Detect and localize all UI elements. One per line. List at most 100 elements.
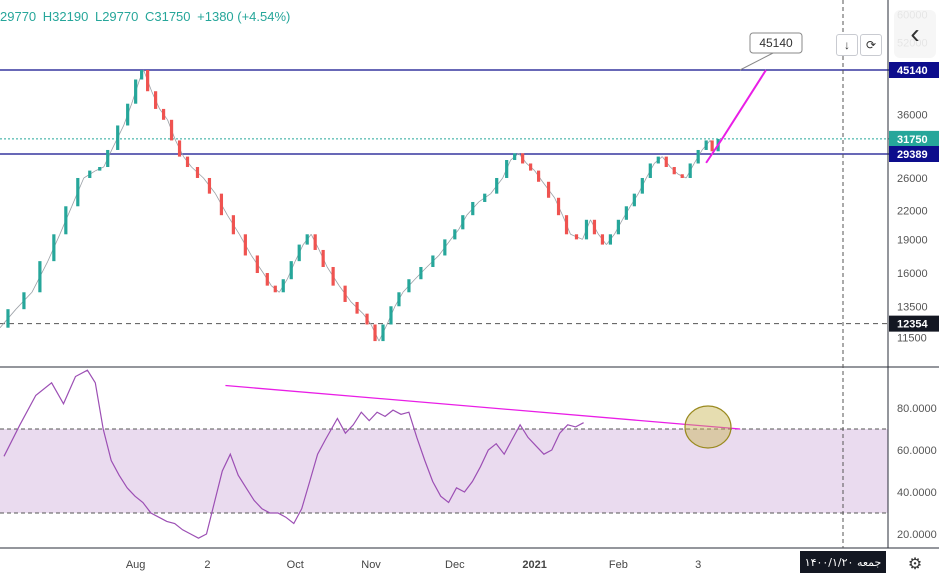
gear-icon: ⚙ bbox=[907, 556, 923, 573]
price-candle bbox=[98, 167, 102, 171]
callout-box[interactable] bbox=[749, 32, 803, 54]
price-candle bbox=[313, 234, 317, 250]
price-candle bbox=[505, 160, 509, 178]
price-candle bbox=[76, 177, 80, 207]
ohlc-change: +1380 (+4.54%) bbox=[197, 9, 291, 24]
price-candle bbox=[471, 201, 475, 216]
price-candle bbox=[495, 177, 499, 194]
price-tick-label: 29389 bbox=[897, 149, 928, 161]
autoscale-button[interactable]: ⟳ bbox=[860, 34, 882, 56]
price-candle bbox=[704, 140, 708, 150]
settings-button[interactable]: ⚙ bbox=[904, 553, 926, 575]
price-tick-label: 16000 bbox=[897, 268, 928, 280]
price-candle bbox=[6, 309, 10, 328]
date-badge: جمعه ۱۴۰۰/۱/۲۰ bbox=[800, 551, 886, 573]
price-candle bbox=[664, 156, 668, 168]
price-candle bbox=[536, 170, 541, 182]
price-candle bbox=[343, 285, 347, 302]
price-candle bbox=[265, 273, 269, 286]
projection-line-start[interactable] bbox=[705, 138, 723, 164]
price-tag-bg bbox=[889, 130, 939, 147]
price-tick-label: 22000 bbox=[897, 206, 928, 218]
ohlc-high-label: H bbox=[42, 9, 53, 24]
price-candle bbox=[321, 249, 325, 267]
price-candle bbox=[592, 219, 597, 235]
chevron-left-icon: ‹ bbox=[910, 18, 920, 49]
price-candle bbox=[680, 174, 684, 178]
rsi-trendline[interactable] bbox=[225, 384, 741, 430]
price-candle bbox=[38, 261, 42, 293]
price-candle bbox=[616, 219, 620, 235]
time-tick-label: Aug bbox=[126, 559, 146, 571]
scroll-down-button[interactable]: ↓ bbox=[836, 34, 858, 56]
ohlc-low-label: L bbox=[94, 9, 103, 24]
ohlc-high-value: 32190 bbox=[52, 9, 89, 24]
ohlc-close-value: 31750 bbox=[154, 9, 191, 24]
price-candle bbox=[22, 292, 26, 310]
price-candle bbox=[134, 79, 138, 104]
time-tick-label: Dec bbox=[445, 559, 465, 571]
price-candle bbox=[608, 234, 613, 245]
price-tick-label: 31750 bbox=[897, 134, 928, 146]
time-tick-label: Oct bbox=[287, 559, 304, 571]
rsi-line[interactable] bbox=[3, 369, 584, 539]
price-candle bbox=[273, 285, 277, 293]
price-candle bbox=[373, 324, 377, 342]
price-candle bbox=[126, 103, 130, 126]
price-candle bbox=[710, 140, 714, 152]
price-candle bbox=[289, 261, 293, 280]
price-candle bbox=[688, 163, 692, 178]
price-candle bbox=[88, 170, 92, 178]
price-candle bbox=[672, 167, 676, 175]
ohlc-close-label: C bbox=[144, 9, 155, 24]
price-candle bbox=[453, 229, 457, 240]
price-tick-label: 26000 bbox=[897, 173, 928, 185]
price-candle bbox=[381, 324, 385, 342]
price-candle bbox=[389, 306, 393, 325]
price-candle bbox=[219, 193, 224, 216]
price-candle bbox=[185, 156, 190, 168]
price-tag-bg bbox=[889, 62, 939, 78]
ohlc-open-value: 29770 bbox=[0, 9, 37, 24]
price-tick-label: 45140 bbox=[897, 65, 928, 77]
callout-label: 45140 bbox=[759, 36, 793, 50]
rsi-tick-label: 60.0000 bbox=[897, 445, 937, 457]
rsi-highlight-ellipse[interactable] bbox=[684, 405, 732, 449]
price-candle bbox=[52, 234, 56, 262]
price-pane[interactable]: 45140 bbox=[0, 32, 889, 342]
price-candle bbox=[521, 153, 525, 164]
rsi-band bbox=[0, 429, 888, 513]
rsi-pane[interactable] bbox=[0, 369, 888, 539]
rsi-tick-label: 40.0000 bbox=[897, 487, 937, 499]
price-candle bbox=[64, 206, 68, 235]
ohlc-legend: 29770 H32190 L29770 C31750 +1380 (+4.54%… bbox=[0, 9, 293, 24]
projection-line[interactable] bbox=[721, 69, 767, 140]
price-candle bbox=[106, 149, 110, 168]
price-candle bbox=[397, 292, 401, 307]
price-candle bbox=[656, 156, 660, 164]
price-candle bbox=[177, 140, 182, 157]
price-candle bbox=[116, 125, 120, 150]
price-candle bbox=[632, 193, 636, 207]
price-candle bbox=[365, 313, 369, 325]
back-button[interactable]: ‹ bbox=[894, 10, 936, 58]
time-tick-label: 2021 bbox=[522, 559, 546, 571]
price-candle bbox=[207, 177, 212, 194]
price-candle bbox=[146, 70, 150, 92]
price-candle bbox=[195, 167, 200, 178]
price-candle bbox=[169, 119, 174, 141]
autoscale-icon: ⟳ bbox=[865, 38, 877, 52]
callout-pointer bbox=[739, 51, 776, 71]
rsi-tick-label: 20.0000 bbox=[897, 529, 937, 541]
price-candle bbox=[461, 215, 465, 230]
price-tick-label: 11500 bbox=[897, 333, 927, 345]
price-tick-label: 36000 bbox=[897, 109, 928, 121]
price-candle bbox=[407, 279, 411, 293]
price-tick-label: 19000 bbox=[897, 234, 928, 246]
price-tick-label: 12354 bbox=[897, 319, 928, 331]
time-tick-label: 2 bbox=[204, 559, 210, 571]
price-tag-bg bbox=[889, 146, 939, 162]
price-tick-label: 13500 bbox=[897, 301, 928, 313]
price-candle bbox=[648, 163, 652, 178]
